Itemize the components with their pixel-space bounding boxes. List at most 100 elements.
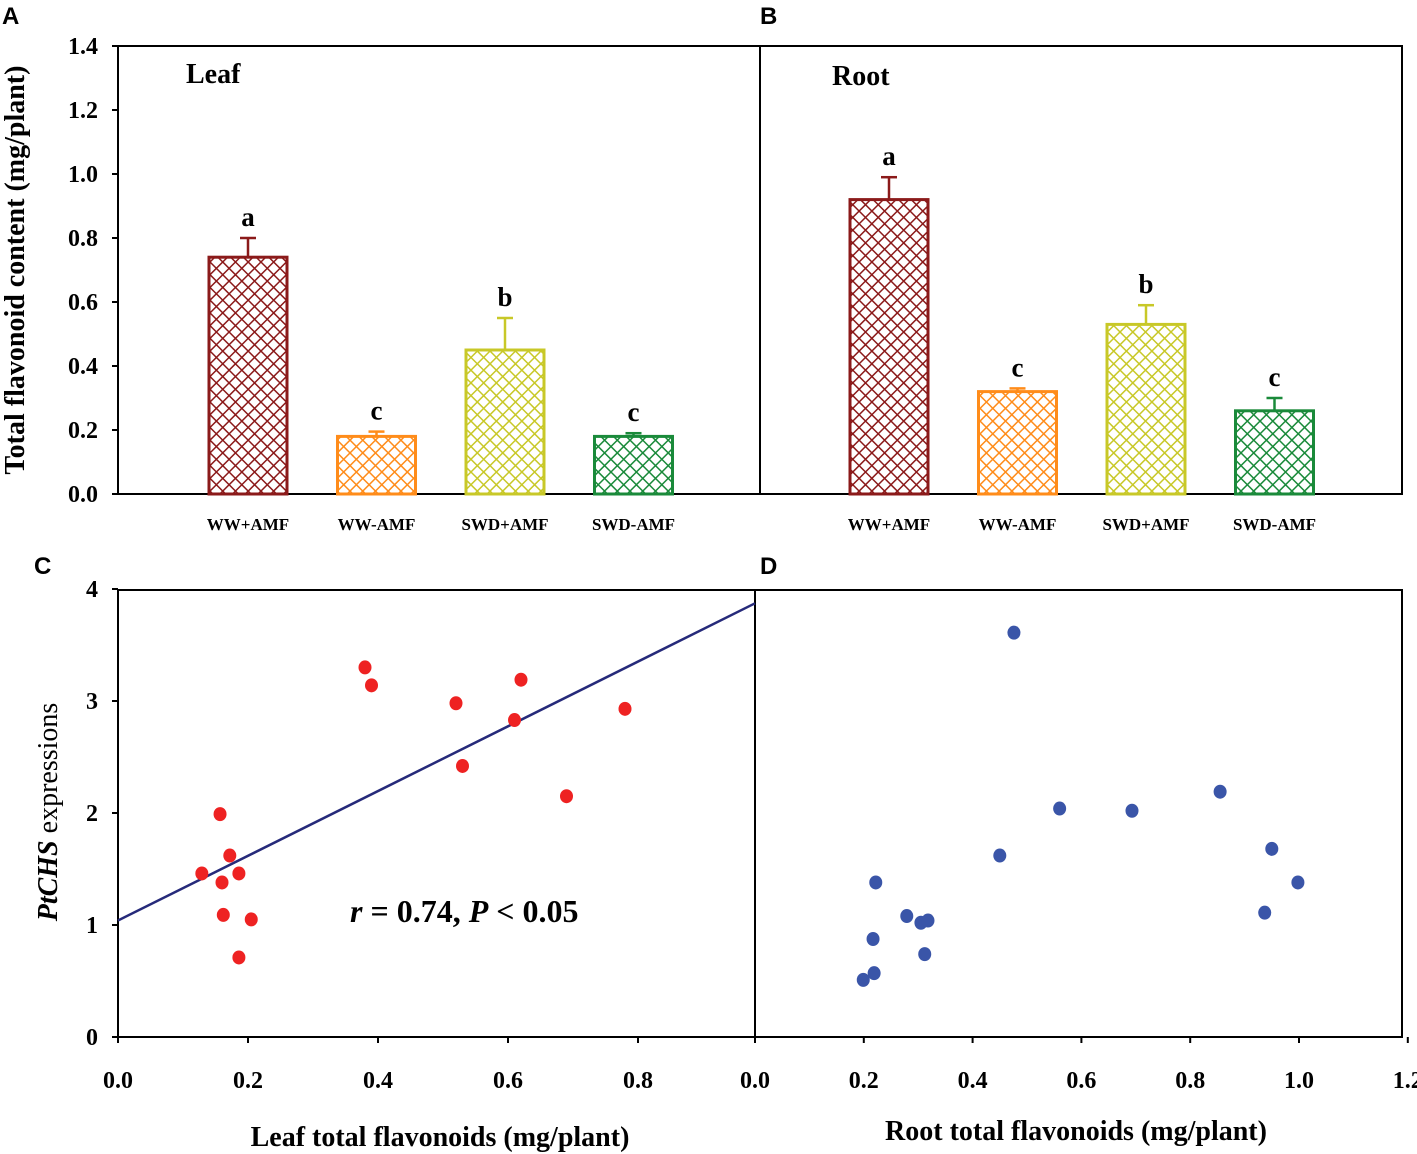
root-data-point [867,966,881,981]
y-tick-label-ab: 0.0 [68,482,98,508]
leaf-data-point [449,696,463,711]
scatter-frame [117,589,1403,1038]
x-tick-label-c: 0.6 [493,1068,523,1094]
y-axis-label-c: PtCHS expressions [33,703,64,923]
y-tick-label-c: 4 [86,577,98,603]
bar-swd+amf [464,348,546,496]
leaf-data-point [213,807,227,822]
significance-letter: b [1138,269,1153,299]
bar-swd-amf [1234,409,1315,496]
x-tick-label-d: 0.2 [849,1068,879,1094]
category-label: WW-AMF [338,515,416,534]
leaf-data-point [365,678,378,693]
significance-letter: c [1269,362,1281,392]
bar-ww-amf [336,434,417,496]
category-label: WW+AMF [848,515,930,534]
leaf-data-point [508,713,521,728]
significance-letter: a [241,202,255,232]
x-tick-label-d: 0.0 [740,1068,770,1094]
significance-letter: b [497,282,512,312]
panel-label-b: B [760,3,777,30]
x-tick-label-c: 0.8 [623,1068,653,1094]
bar-ww+amf [848,198,930,496]
category-label: SWD-AMF [1233,515,1316,534]
y-axis-label-ab: Total flavonoid content (mg/plant) [0,66,31,475]
root-data-point [921,913,935,928]
root-data-point [1265,841,1279,856]
y-tick-label-ab: 0.2 [68,418,98,444]
category-label: SWD+AMF [461,515,548,534]
y-tick-label-ab: 1.2 [68,98,98,124]
category-label: WW-AMF [979,515,1057,534]
annot-eq: = 0.74, [362,893,468,929]
x-tick-label-c: 0.2 [233,1068,263,1094]
root-data-point [918,947,932,962]
leaf-data-point [514,672,528,687]
y-tick-label-ab: 0.4 [68,354,98,380]
y-label-gene: PtCHS [33,840,64,922]
leaf-data-point [232,866,246,881]
leaf-data-point [560,789,573,804]
panel-label-d: D [760,553,777,580]
y-tick-label-c: 0 [86,1025,98,1051]
x-tick-label-d: 1.2 [1393,1068,1417,1094]
panel-label-c: C [34,553,51,580]
category-label: SWD+AMF [1102,515,1189,534]
y-tick-label-ab: 1.0 [68,162,98,188]
correlation-annotation: r = 0.74, P < 0.05 [350,893,578,929]
leaf-data-point [216,907,230,922]
category-label: SWD-AMF [592,515,675,534]
x-axis-label-d: Root total flavonoids (mg/plant) [885,1116,1267,1147]
bar-swd-amf [593,434,674,496]
significance-letter: c [371,396,383,426]
leaf-data-point [195,866,209,881]
root-data-point [1258,905,1272,920]
root-data-point [993,848,1007,863]
bar-swd+amf [1105,322,1187,496]
leaf-data-point [223,848,237,863]
leaf-data-point [358,660,372,675]
root-data-point [869,875,883,890]
root-data-point [1053,801,1067,816]
root-data-point [856,972,870,987]
leaf-data-point [456,758,469,773]
x-tick-label-d: 0.4 [958,1068,988,1094]
leaf-data-point [232,950,246,965]
root-data-point [1291,875,1305,890]
category-label: WW+AMF [207,515,289,534]
y-tick-label-ab: 0.8 [68,226,98,252]
x-tick-label-c: 0.4 [363,1068,393,1094]
panel-label-a: A [2,3,19,30]
annot-rest: < 0.05 [488,893,578,929]
leaf-title: Leaf [186,59,241,90]
x-tick-label-c: 0.0 [103,1068,133,1094]
x-tick-label-d: 1.0 [1284,1068,1314,1094]
root-data-point [1213,784,1227,799]
leaf-data-point [244,912,258,927]
leaf-data-point [618,701,632,716]
root-data-point [866,932,880,946]
y-tick-label-c: 3 [86,689,98,715]
significance-letter: a [882,141,896,171]
annot-r: r [350,893,363,929]
x-axis-label-c: Leaf total flavonoids (mg/plant) [251,1122,630,1153]
root-title: Root [832,61,890,92]
regression-line [117,602,756,922]
x-tick-label-d: 0.8 [1175,1068,1205,1094]
bar-ww+amf [207,255,289,496]
y-label-rest: expressions [33,703,64,841]
root-data-point [900,909,914,924]
significance-letter: c [1012,352,1024,382]
bar-ww-amf [977,390,1058,496]
y-tick-label-ab: 1.4 [68,34,98,60]
significance-letter: c [628,397,640,427]
root-data-point [1125,803,1139,818]
y-tick-label-c: 2 [86,801,98,827]
x-tick-label-d: 0.6 [1066,1068,1096,1094]
root-data-point [1007,625,1021,640]
y-tick-label-ab: 0.6 [68,290,98,316]
y-tick-label-c: 1 [86,913,98,939]
leaf-data-point [215,875,229,890]
annot-p: P [468,893,489,929]
